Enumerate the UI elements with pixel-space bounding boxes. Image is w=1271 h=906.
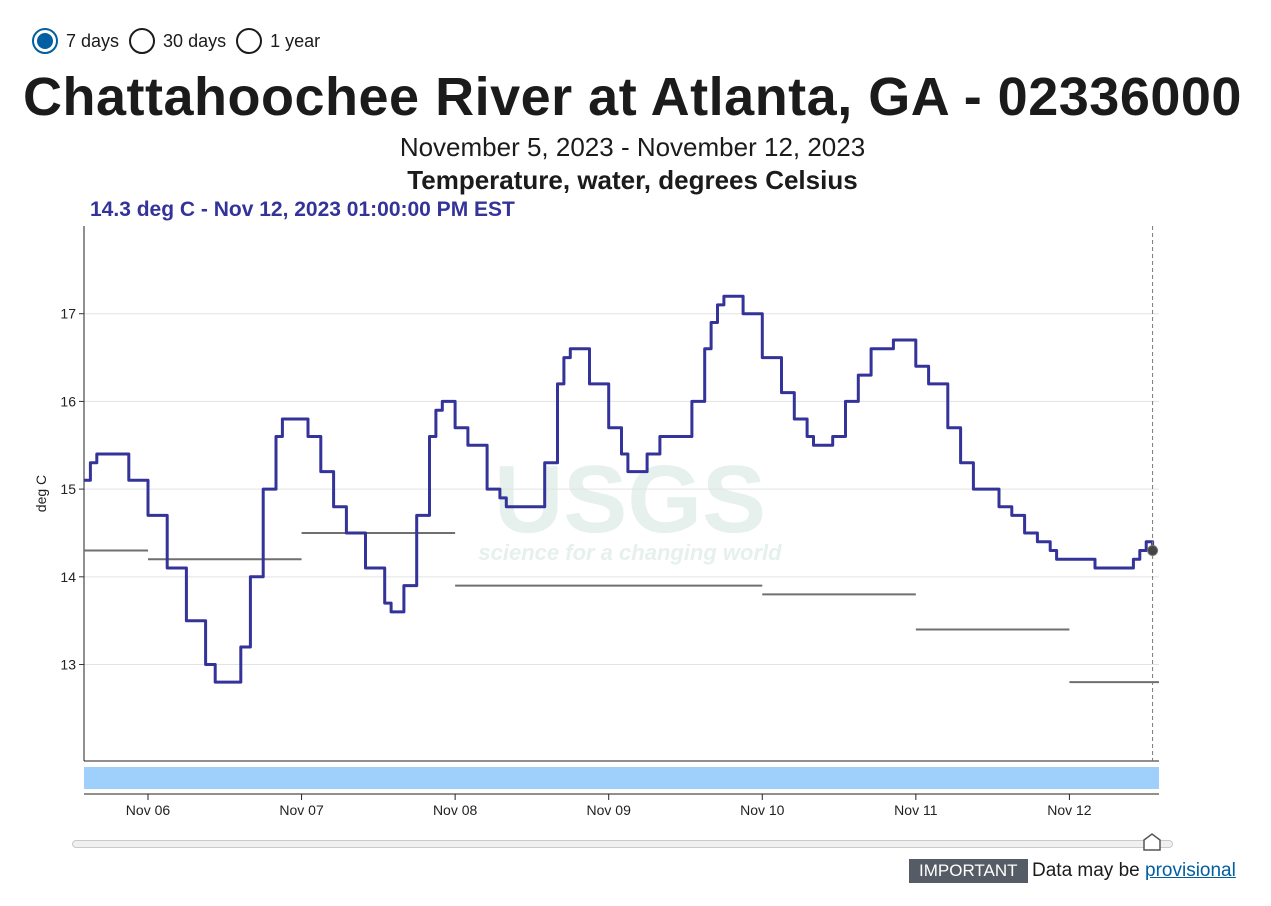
watermark-tagline: science for a changing world (478, 540, 782, 565)
brush-selection (84, 767, 1159, 789)
date-range: November 5, 2023 - November 12, 2023 (399, 132, 866, 162)
x-tick-label: Nov 11 (894, 802, 938, 818)
radio-label: 7 days (66, 30, 120, 51)
brush-area[interactable] (84, 767, 1159, 789)
period-radio-group: 7 days 30 days 1 year (32, 28, 330, 54)
slider-handle-icon[interactable] (1142, 832, 1162, 852)
y-tick-label: 17 (60, 306, 76, 322)
series-line (84, 294, 1155, 684)
median-lines (84, 531, 1159, 684)
y-tick-label: 13 (60, 657, 76, 673)
x-tick-label: Nov 08 (433, 802, 478, 818)
radio-1-year[interactable]: 1 year (236, 28, 320, 54)
radio-30-days[interactable]: 30 days (129, 28, 226, 54)
parameter-label: Temperature, water, degrees Celsius (407, 165, 858, 195)
x-tick-label: Nov 06 (126, 802, 171, 818)
radio-label: 30 days (163, 30, 227, 51)
provisional-notice-text: Data may be (1032, 860, 1140, 881)
radio-button-icon[interactable] (236, 28, 263, 54)
highlight-point (1147, 545, 1159, 557)
radio-button-icon[interactable] (32, 28, 58, 54)
y-axis-label: deg C (33, 475, 49, 512)
data-tooltip: 14.3 deg C - Nov 12, 2023 01:00:00 PM ES… (90, 198, 515, 221)
y-tick-label: 16 (60, 393, 76, 409)
time-slider-track[interactable] (72, 840, 1173, 848)
radio-7-days[interactable]: 7 days (32, 28, 119, 54)
page-title: Chattahoochee River at Atlanta, GA - 023… (23, 67, 1242, 127)
important-badge: IMPORTANT (909, 859, 1028, 883)
radio-button-icon[interactable] (129, 28, 156, 54)
x-tick-label: Nov 12 (1047, 802, 1092, 818)
y-tick-label: 14 (60, 569, 76, 585)
y-tick-label: 15 (60, 481, 76, 497)
x-axis: Nov 06 Nov 07 Nov 08 Nov 09 Nov 10 Nov 11 Nov … (84, 793, 1159, 818)
x-tick-label: Nov 09 (587, 802, 632, 818)
radio-label: 1 year (270, 30, 321, 51)
y-axis: 13 14 15 16 17 deg C (33, 306, 84, 673)
provisional-notice: Data may be provisional (1032, 860, 1236, 882)
chart-axes (83, 226, 1159, 762)
series-lines (84, 294, 1155, 684)
watermark-logo-text: USGS (494, 446, 766, 553)
x-tick-label: Nov 10 (740, 802, 785, 818)
provisional-link[interactable]: provisional (1145, 860, 1236, 881)
x-tick-label: Nov 07 (279, 802, 324, 818)
chart-overlay (1147, 226, 1159, 761)
